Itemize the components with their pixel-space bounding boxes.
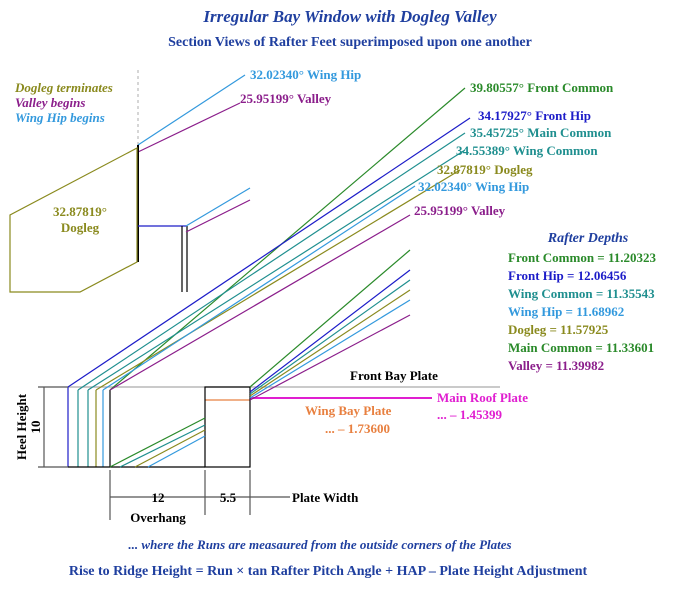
depth-item: Wing Hip = 11.68962 xyxy=(508,304,624,319)
footer-note: ... where the Runs are measaured from th… xyxy=(128,537,511,552)
depth-item: Front Common = 11.20323 xyxy=(508,250,657,265)
title: Irregular Bay Window with Dogleg Valley xyxy=(202,7,497,26)
plate-label: ... – 1.45399 xyxy=(437,407,503,422)
dimension-value: 5.5 xyxy=(220,490,237,505)
depth-item: Valley = 11.39982 xyxy=(508,358,604,373)
depth-item: Wing Common = 11.35543 xyxy=(508,286,655,301)
pitch-label: 34.17927° Front Hip xyxy=(478,108,591,123)
inset-label: 32.02340° Wing Hip xyxy=(250,67,361,82)
inset-label: Dogleg xyxy=(61,220,100,235)
dimension-label: Plate Width xyxy=(292,490,359,505)
inset-note: Dogleg terminates xyxy=(14,80,113,95)
depths-title: Rafter Depths xyxy=(547,231,629,246)
inset-label: 25.95199° Valley xyxy=(240,91,332,106)
depth-item: Dogleg = 11.57925 xyxy=(508,322,609,337)
dimension-label: Overhang xyxy=(130,510,186,525)
dimension-value: 12 xyxy=(152,490,165,505)
pitch-label: 35.45725° Main Common xyxy=(470,125,612,140)
inset-lines xyxy=(9,70,251,293)
plate-label: Front Bay Plate xyxy=(350,368,438,383)
depth-item: Front Hip = 12.06456 xyxy=(508,268,627,283)
inset-note: Wing Hip begins xyxy=(15,110,105,125)
inset-note: Valley begins xyxy=(15,95,85,110)
dimension-value: 10 xyxy=(28,421,43,434)
footer-formula: Rise to Ridge Height = Run × tan Rafter … xyxy=(69,564,588,579)
subtitle: Section Views of Rafter Feet superimpose… xyxy=(168,35,532,50)
plate-label: Main Roof Plate xyxy=(437,390,528,405)
inset-label: 32.87819° xyxy=(53,204,107,219)
plate-label: Wing Bay Plate xyxy=(305,403,392,418)
pitch-label: 25.95199° Valley xyxy=(414,203,506,218)
section-lines xyxy=(38,87,500,520)
pitch-label: 39.80557° Front Common xyxy=(470,80,614,95)
pitch-label: 34.55389° Wing Common xyxy=(456,143,598,158)
plate-label: ... – 1.73600 xyxy=(325,421,390,436)
pitch-label: 32.02340° Wing Hip xyxy=(418,179,529,194)
depth-item: Main Common = 11.33601 xyxy=(508,340,654,355)
dimension-label: Heel Height xyxy=(14,393,29,460)
pitch-label: 32.87819° Dogleg xyxy=(437,162,533,177)
